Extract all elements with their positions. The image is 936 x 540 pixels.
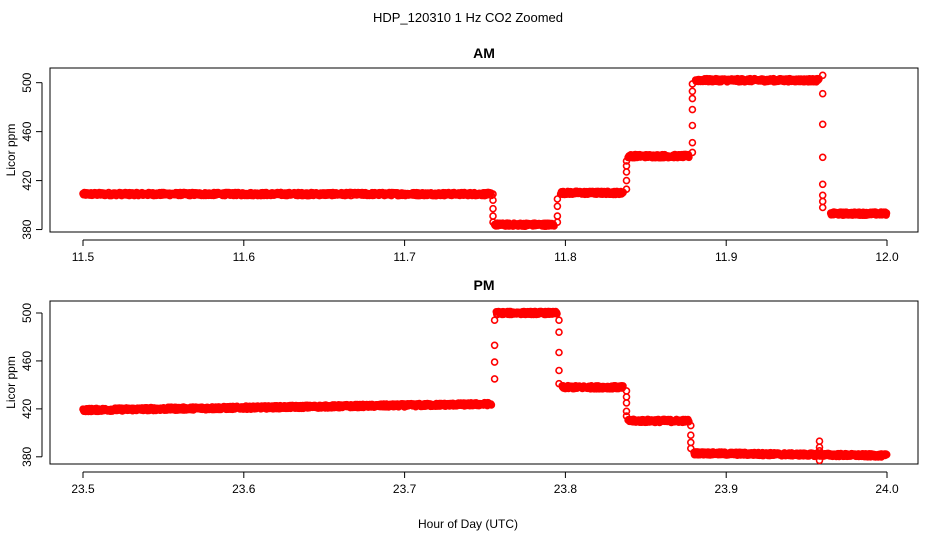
am-panel: AM 11.5 11.6 11.7 11.8 11.9 12.0 380 420 460 500 Li… [4,45,919,264]
data-point [490,375,499,383]
y-tick-label: 460 [20,121,34,141]
data-point [489,218,497,226]
data-point [882,450,891,459]
data-point [622,399,631,407]
y-axis-label: Licor ppm [4,356,18,409]
data-point [622,157,631,165]
data-points [79,307,891,465]
data-point [622,407,631,416]
y-axis: 380 420 460 500 Licor ppm [4,72,43,240]
data-point [555,328,563,337]
data-point [686,421,695,430]
x-tick-label: 23.5 [71,482,95,496]
x-tick-label: 11.6 [233,250,256,264]
x-tick-label: 24.0 [875,482,899,496]
data-point [622,168,631,176]
data-point [688,148,697,157]
y-tick-label: 380 [20,446,34,466]
data-point [622,162,631,170]
data-point [553,212,562,220]
pm-panel: PM 23.5 23.6 23.7 23.8 23.9 24.0 380 420 460 500 Li… [4,277,919,496]
data-point [815,437,824,446]
data-point [818,197,827,206]
data-point [815,456,824,465]
figure-title: HDP_120310 1 Hz CO2 Zoomed [373,10,563,25]
data-point [818,89,827,98]
data-point [622,412,631,420]
data-point [688,121,697,130]
panel-title: AM [473,45,495,61]
data-point [686,431,695,440]
data-point [818,203,827,212]
x-tick-label: 23.8 [554,482,578,496]
data-point [882,209,891,217]
data-point [487,401,496,409]
data-point [688,138,697,147]
data-point [555,348,563,357]
data-point [490,316,499,325]
y-tick-label: 500 [20,72,34,92]
data-point [686,444,695,453]
y-axis-label: Licor ppm [4,124,18,177]
data-point [622,176,631,185]
data-point [688,80,697,88]
x-tick-label: 11.5 [72,250,95,264]
data-point [490,358,499,366]
data-points [79,71,891,230]
x-tick-label: 12.0 [875,250,899,264]
panel-title: PM [474,277,495,293]
x-tick-label: 23.7 [393,482,417,496]
data-point [489,196,497,204]
x-tick-label: 11.8 [554,250,577,264]
data-point [818,153,827,162]
data-point [489,204,497,213]
x-tick-label: 23.6 [232,482,256,496]
data-point [553,202,562,211]
data-point [553,195,562,203]
y-tick-label: 420 [20,399,34,419]
data-point [490,341,499,350]
y-tick-label: 420 [20,170,34,190]
data-point [489,212,497,220]
plot-frame [49,67,919,233]
data-point [818,120,827,129]
data-point [815,446,824,455]
data-point [818,180,827,189]
plot-frame [49,300,919,465]
data-point [685,417,693,426]
x-tick-label: 11.7 [393,250,416,264]
data-point [688,105,697,114]
x-tick-label: 23.9 [715,482,739,496]
data-point [555,379,563,388]
data-point [688,94,697,103]
data-point [685,153,693,162]
y-tick-label: 500 [20,303,34,323]
x-axis: 11.5 11.6 11.7 11.8 11.9 12.0 [72,239,899,264]
y-axis: 380 420 460 500 Licor ppm [4,303,43,467]
data-point [555,366,563,375]
data-point [553,309,561,318]
data-point [555,316,563,325]
data-point [619,382,627,390]
figure-x-axis-label: Hour of Day (UTC) [418,517,518,531]
x-tick-label: 11.9 [715,250,738,264]
data-point [818,191,827,200]
data-point [622,185,631,193]
data-point [688,87,697,96]
x-axis: 23.5 23.6 23.7 23.8 23.9 24.0 [71,471,899,496]
data-point [818,71,827,80]
y-tick-label: 460 [20,351,34,371]
data-point [686,438,695,447]
y-tick-label: 380 [20,219,34,239]
data-point [815,443,824,452]
data-point [622,393,631,401]
